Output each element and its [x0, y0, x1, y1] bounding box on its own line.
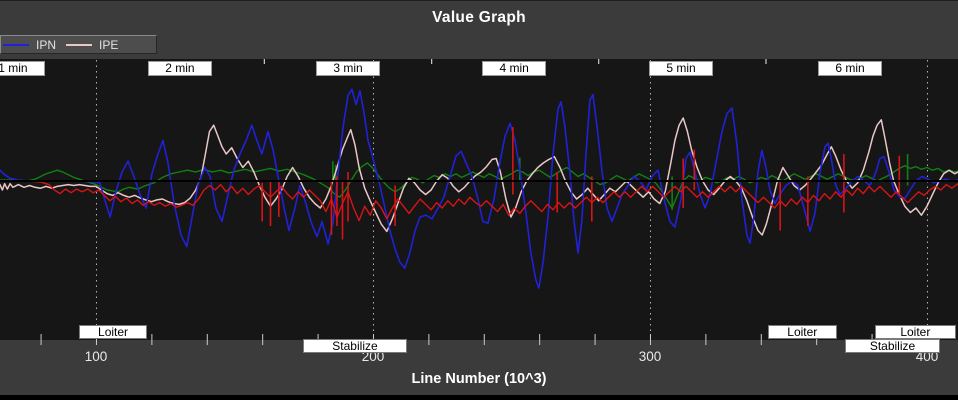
- x-tick-label-300: 300: [638, 349, 662, 364]
- legend-label-ipe[interactable]: IPE: [99, 37, 119, 52]
- time-marker-4min: 4 min: [482, 61, 547, 76]
- time-marker-6min: 6 min: [818, 61, 882, 76]
- event-label-loiter: Loiter: [874, 325, 956, 339]
- x-axis-title: Line Number (10^3): [411, 371, 547, 387]
- x-tick-label-100: 100: [84, 349, 108, 364]
- series-line-ipe: [0, 117, 958, 236]
- chart-title: Value Graph: [432, 9, 526, 26]
- series-line-ipn: [0, 88, 958, 289]
- event-label-stabilize: Stabilize: [845, 339, 940, 353]
- time-marker-5min: 5 min: [649, 61, 713, 76]
- legend: IPN IPE: [0, 35, 157, 54]
- header-band: [0, 0, 958, 59]
- legend-line-sample-ipn: [3, 43, 29, 46]
- time-marker-2min: 2 min: [147, 61, 212, 76]
- event-label-stabilize: Stabilize: [302, 339, 408, 353]
- time-marker-1min: 1 min: [0, 61, 45, 76]
- series-line-red: [0, 180, 958, 222]
- x-axis-band: [0, 340, 958, 395]
- event-label-loiter: Loiter: [79, 325, 147, 339]
- bottom-strip: [0, 395, 958, 400]
- legend-label-ipn[interactable]: IPN: [36, 37, 57, 52]
- legend-line-sample-ipe: [66, 43, 93, 46]
- time-marker-3min: 3 min: [316, 61, 380, 76]
- event-label-loiter: Loiter: [767, 325, 837, 339]
